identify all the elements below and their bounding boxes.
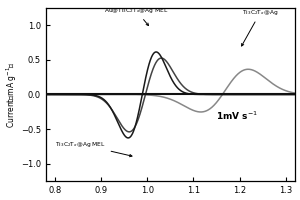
Text: Ti$_3$C$_2$T$_x$@Ag: Ti$_3$C$_2$T$_x$@Ag xyxy=(242,8,279,46)
Text: Ti$_3$C$_2$T$_x$@Ag MEL: Ti$_3$C$_2$T$_x$@Ag MEL xyxy=(55,140,132,157)
Y-axis label: Current（mA g$^{-1}$）: Current（mA g$^{-1}$） xyxy=(5,61,19,128)
Text: 1mV s$^{-1}$: 1mV s$^{-1}$ xyxy=(216,109,258,122)
Text: Au@Ti$_3$C$_2$T$_x$@Ag MEL: Au@Ti$_3$C$_2$T$_x$@Ag MEL xyxy=(103,6,168,26)
